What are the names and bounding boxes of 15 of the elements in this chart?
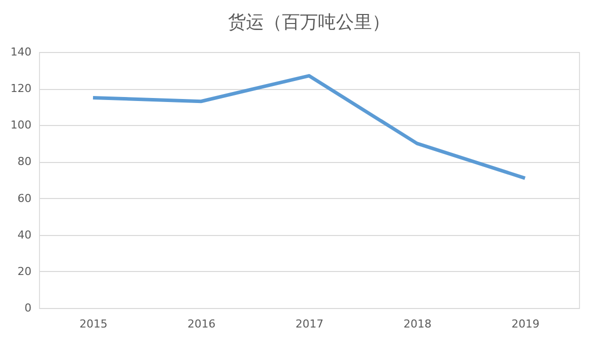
x-tick-label: 2016 [188, 318, 216, 330]
y-tick-label: 100 [10, 118, 32, 132]
x-tick-label: 2015 [80, 318, 108, 330]
y-tick-label: 0 [24, 302, 32, 314]
line-series [91, 74, 527, 180]
y-tick-label: 120 [10, 82, 32, 96]
x-tick-label: 2018 [404, 318, 432, 330]
y-tick-label: 140 [10, 46, 32, 58]
x-tick-label: 2017 [296, 318, 324, 330]
chart-title: 货运（百万吨公里） [228, 12, 390, 33]
y-tick-label: 60 [18, 192, 32, 205]
y-tick-label: 40 [18, 228, 32, 242]
y-tick-label: 80 [18, 155, 32, 168]
x-tick-label: 2019 [512, 318, 540, 330]
y-tick-label: 20 [18, 264, 32, 278]
